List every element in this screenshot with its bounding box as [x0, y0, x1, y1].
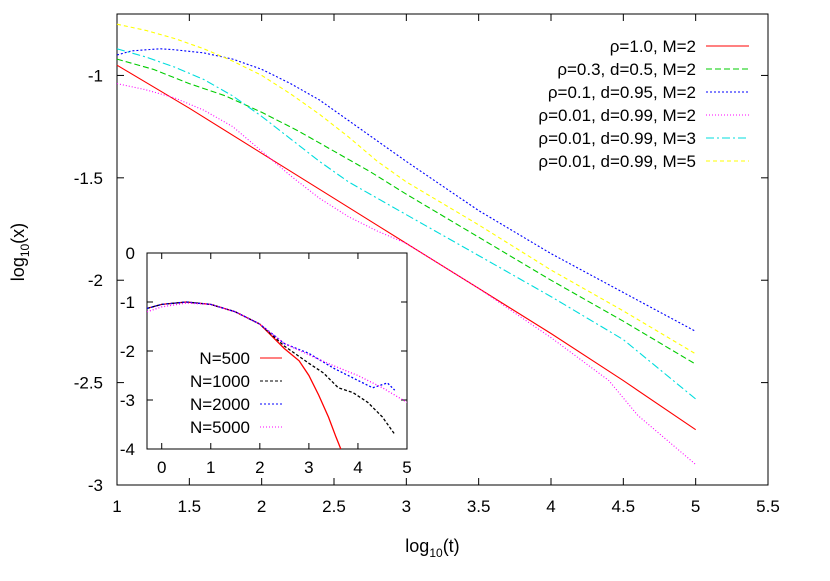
inset-legend-label: N=5000: [190, 418, 250, 437]
inset-series-line: [147, 301, 342, 449]
x-tick-label: 1: [112, 497, 121, 516]
series-line: [116, 48, 696, 332]
series-line: [116, 48, 697, 400]
inset-legend-label: N=1000: [190, 372, 250, 391]
y-tick-label: -1.5: [74, 169, 103, 188]
y-axis-label: log10(x): [8, 223, 32, 281]
inset-series-line: [147, 301, 396, 435]
inset-y-tick-label: 0: [126, 244, 135, 263]
x-axis-label: log10(t): [405, 536, 459, 560]
inset-legend-label: N=2000: [190, 395, 250, 414]
inset-plot: 0 1 2 3 4 5 0 -1 -2 -3 -4 N=500 N=1000 N=2000 N=5000: [120, 244, 412, 477]
x-tick-label: 3: [402, 497, 411, 516]
inset-series-group: [147, 301, 407, 449]
x-tick-label: 2: [257, 497, 266, 516]
inset-x-tick-label: 2: [255, 458, 264, 477]
inset-y-tick-label: -2: [120, 342, 135, 361]
inset-x-tick-label: 4: [353, 458, 362, 477]
y-tick-label: -2.5: [74, 374, 103, 393]
main-plot: 1 1.5 2 2.5 3 3.5 4 4.5 5 5.5 -3 -2.5 -2 -1.5 -1 log10(…: [8, 13, 780, 560]
series-line: [116, 64, 697, 431]
x-tick-label: 3.5: [467, 497, 491, 516]
inset-y-tick-label: -4: [120, 440, 135, 459]
inset-x-tick-label: 3: [304, 458, 313, 477]
legend-label: ρ=1.0, M=2: [610, 37, 696, 56]
inset-series-line: [147, 301, 396, 391]
legend-label: ρ=0.01, d=0.99, M=2: [538, 106, 696, 125]
y-tick-label: -1: [88, 66, 103, 85]
x-tick-label: 2.5: [322, 497, 346, 516]
inset-legend-label: N=500: [199, 349, 250, 368]
legend-label: ρ=0.01, d=0.99, M=3: [538, 129, 696, 148]
x-tick-label: 5.5: [756, 497, 780, 516]
plot-frame: [116, 13, 769, 486]
x-tick-label: 5: [691, 497, 700, 516]
inset-series-line: [147, 302, 407, 403]
x-tick-label: 4: [546, 497, 555, 516]
legend-label: ρ=0.1, d=0.95, M=2: [548, 83, 696, 102]
legend-label: ρ=0.3, d=0.5, M=2: [557, 60, 696, 79]
x-tick-label: 4.5: [612, 497, 636, 516]
legend-label: ρ=0.01, d=0.99, M=5: [538, 152, 696, 171]
y-tick-label: -2: [88, 271, 103, 290]
series-line: [116, 83, 697, 465]
inset-x-tick-label: 5: [402, 458, 411, 477]
y-tick-label: -3: [88, 476, 103, 495]
inset-y-tick-label: -1: [120, 293, 135, 312]
inset-frame: [146, 252, 408, 450]
inset-y-tick-label: -3: [120, 391, 135, 410]
inset-x-tick-label: 1: [206, 458, 215, 477]
series-line: [116, 58, 696, 365]
x-tick-label: 1.5: [178, 497, 202, 516]
inset-x-tick-label: 0: [157, 458, 166, 477]
